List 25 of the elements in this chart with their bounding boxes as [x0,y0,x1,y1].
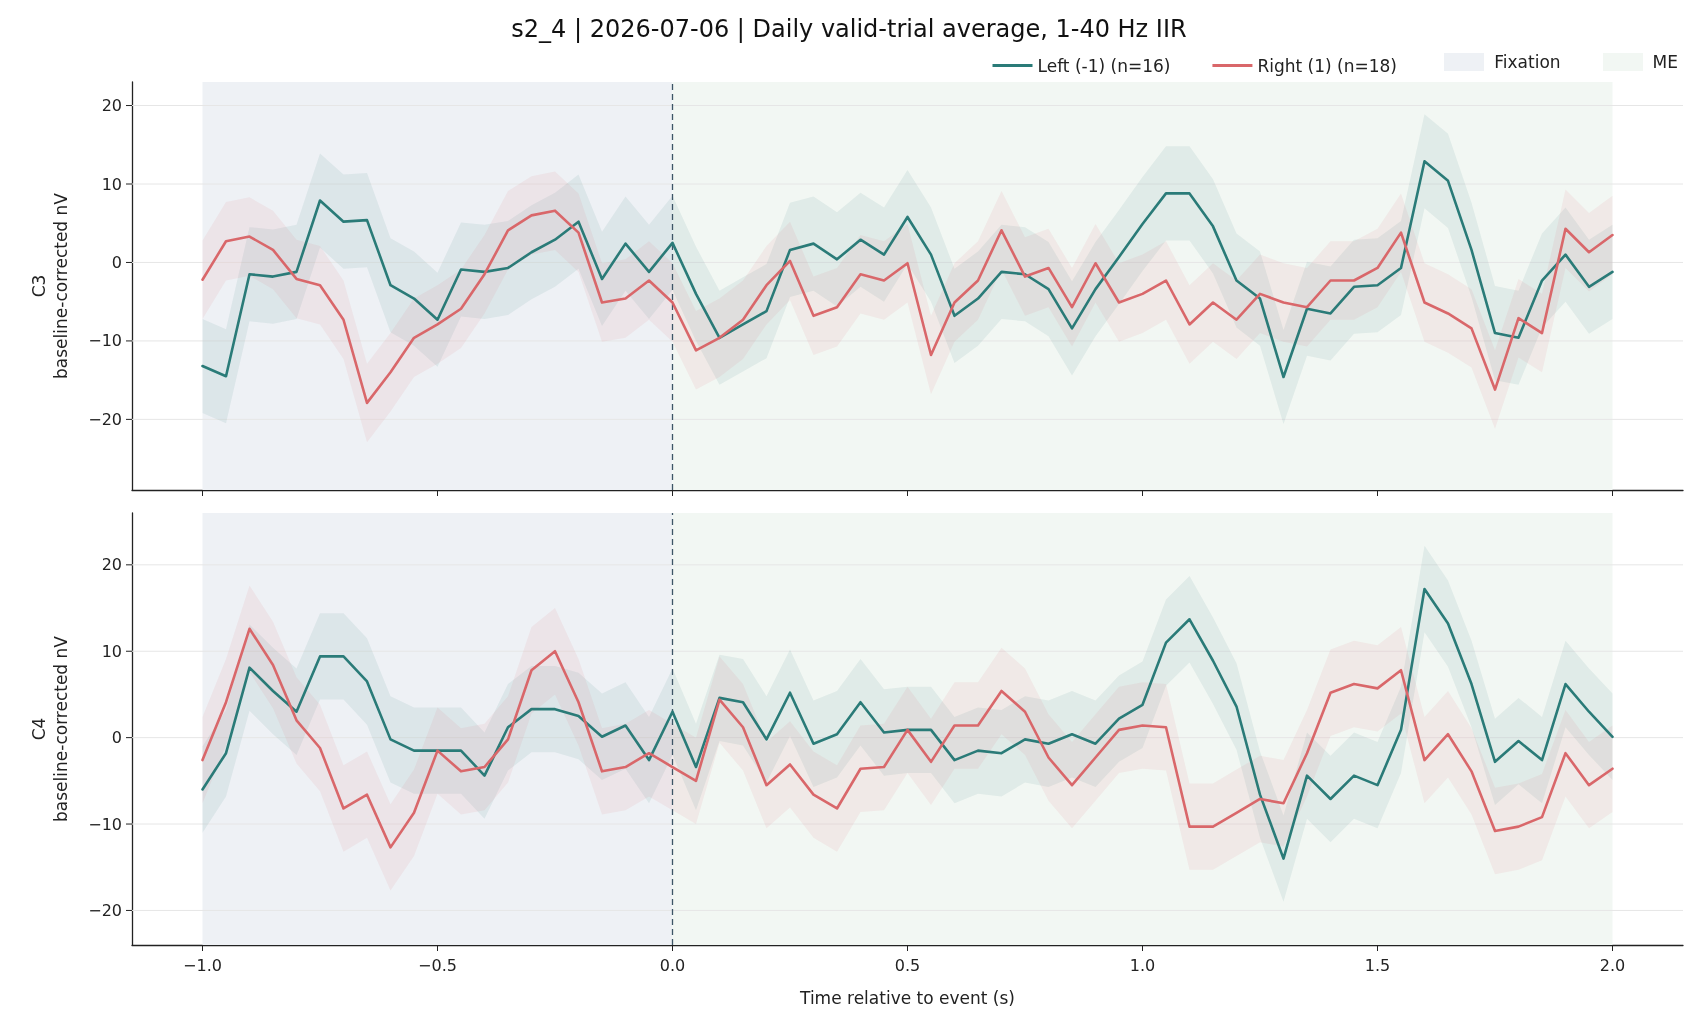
chart-title: s2_4 | 2026-07-06 | Daily valid-trial average, 1-40 Hz IIR [511,15,1187,43]
y-tick-label: 20 [101,96,122,116]
x-tick-label: 2.0 [1599,955,1626,975]
y-axis-title: C3 baseline-corrected nV [29,192,71,379]
x-tick-label: 1.5 [1364,955,1391,975]
legend-label: ME [1652,52,1678,72]
x-tick-label: 0.0 [659,955,686,975]
y-tick-label: −10 [88,814,122,834]
x-tick-label: −0.5 [418,955,457,975]
y-tick-label: −10 [88,331,122,351]
y-tick-label: 20 [101,555,122,575]
y-tick-label: −20 [88,900,122,920]
y-axis-title: C4 baseline-corrected nV [29,635,71,822]
y-tick-label: 10 [101,641,122,661]
y-tick-label: 10 [101,174,122,194]
legend-label: Fixation [1494,52,1561,72]
y-tick-label: 0 [111,728,122,748]
x-axis-title: Time relative to event (s) [799,987,1015,1008]
legend-label: Left (-1) (n=16) [1037,55,1171,76]
x-tick-label: 1.0 [1129,955,1156,975]
y-tick-label: −20 [88,409,122,429]
legend-label: Right (1) (n=18) [1257,55,1398,76]
x-tick-label: 0.5 [894,955,921,975]
x-tick-label: −1.0 [183,955,222,975]
y-tick-label: 0 [111,252,122,272]
